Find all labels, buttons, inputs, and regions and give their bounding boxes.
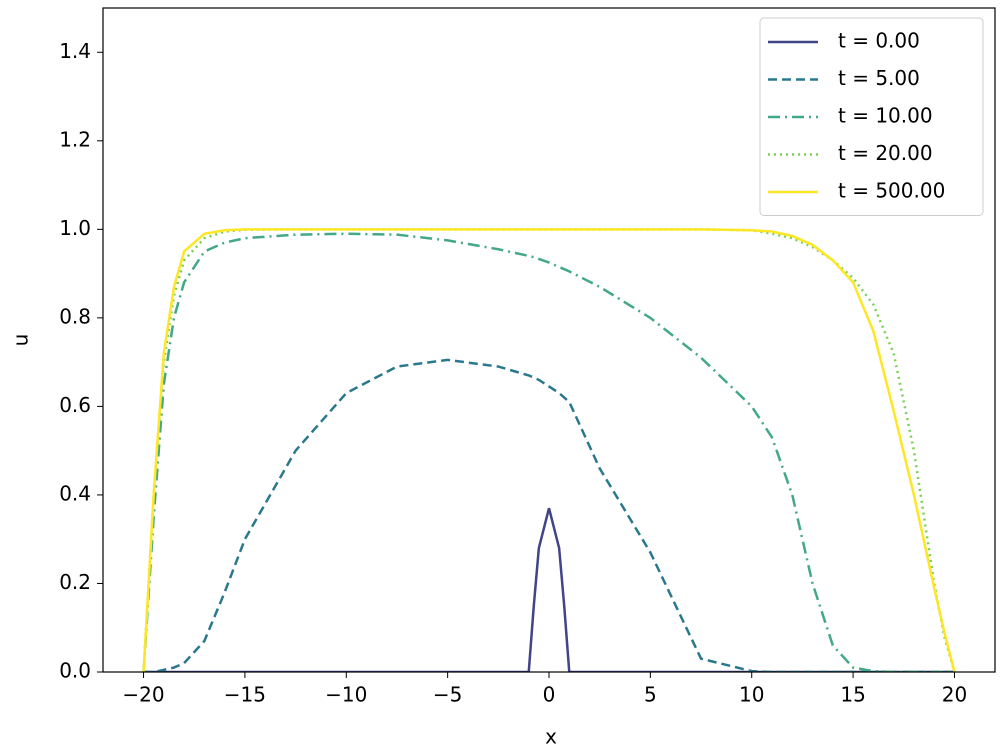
x-tick-label: 20 <box>942 683 967 707</box>
x-axis-label: x <box>545 725 557 749</box>
legend-label: t = 5.00 <box>838 66 920 90</box>
x-tick-label: −5 <box>433 683 462 707</box>
series-line <box>142 228 956 672</box>
series-line <box>142 228 956 672</box>
x-tick-label: −20 <box>122 683 164 707</box>
x-tick-label: 10 <box>739 683 764 707</box>
legend-label: t = 500.00 <box>838 179 945 203</box>
y-tick-label: 0.4 <box>59 481 91 505</box>
y-tick-label: 1.0 <box>59 216 91 240</box>
series-line <box>143 507 955 672</box>
legend-label: t = 0.00 <box>838 29 920 53</box>
y-axis-label: u <box>9 334 33 347</box>
x-tick-label: 15 <box>840 683 865 707</box>
plot-frame <box>102 7 996 673</box>
y-tick-label: 1.2 <box>59 127 91 151</box>
legend-label: t = 20.00 <box>838 141 933 165</box>
series-line <box>143 358 955 672</box>
x-tick-label: 0 <box>543 683 556 707</box>
y-tick-label: 0.6 <box>59 393 91 417</box>
y-tick-label: 0.0 <box>59 659 91 683</box>
series-line <box>142 232 955 672</box>
y-tick-label: 0.2 <box>59 570 91 594</box>
y-tick-label: 0.8 <box>59 304 91 328</box>
x-tick-label: −10 <box>325 683 367 707</box>
x-tick-label: 5 <box>644 683 657 707</box>
y-tick-label: 1.4 <box>59 39 91 63</box>
legend-label: t = 10.00 <box>838 104 933 128</box>
legend-box <box>759 17 984 216</box>
x-tick-label: −15 <box>224 683 266 707</box>
